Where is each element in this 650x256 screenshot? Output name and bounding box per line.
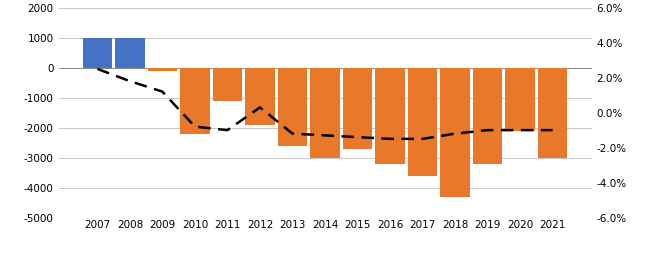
Bar <box>473 68 502 164</box>
Bar <box>538 68 567 158</box>
Bar <box>148 68 177 71</box>
Bar <box>408 68 437 176</box>
Bar <box>441 68 470 197</box>
Bar <box>213 68 242 101</box>
Bar <box>343 68 372 149</box>
Bar <box>245 68 274 125</box>
Bar <box>278 68 307 146</box>
Bar <box>180 68 209 134</box>
Bar <box>83 38 112 68</box>
Bar <box>310 68 340 158</box>
Bar <box>506 68 535 131</box>
Bar <box>376 68 405 164</box>
Bar <box>115 38 144 68</box>
